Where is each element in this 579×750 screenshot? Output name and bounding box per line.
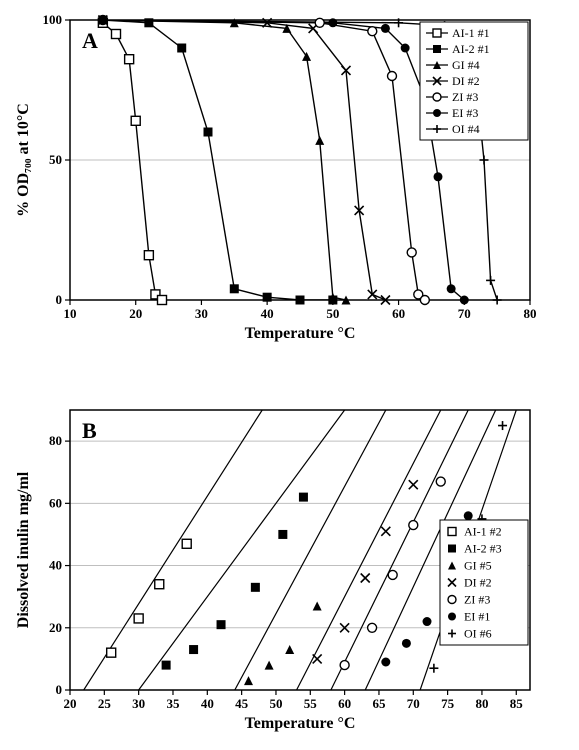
svg-text:DI #2: DI #2 — [464, 576, 492, 590]
svg-text:80: 80 — [475, 696, 488, 711]
svg-text:30: 30 — [132, 696, 145, 711]
svg-text:55: 55 — [304, 696, 318, 711]
svg-text:Temperature °C: Temperature °C — [245, 715, 356, 732]
panel-b-svg: 2025303540455055606570758085020406080Tem… — [0, 0, 579, 750]
svg-text:70: 70 — [407, 696, 420, 711]
svg-text:85: 85 — [510, 696, 524, 711]
svg-text:40: 40 — [49, 558, 62, 573]
svg-text:50: 50 — [269, 696, 282, 711]
svg-text:20: 20 — [49, 620, 62, 635]
svg-text:0: 0 — [56, 682, 63, 697]
svg-text:20: 20 — [64, 696, 77, 711]
svg-text:Dissolved inulin mg/ml: Dissolved inulin mg/ml — [15, 471, 32, 628]
svg-text:GI #5: GI #5 — [464, 559, 492, 573]
svg-text:AI-2 #3: AI-2 #3 — [464, 542, 502, 556]
svg-text:B: B — [82, 418, 97, 443]
svg-text:OI #6: OI #6 — [464, 627, 492, 641]
svg-text:80: 80 — [49, 433, 62, 448]
svg-text:AI-1 #2: AI-1 #2 — [464, 525, 502, 539]
svg-text:35: 35 — [166, 696, 180, 711]
svg-text:40: 40 — [201, 696, 214, 711]
svg-text:60: 60 — [338, 696, 351, 711]
svg-text:45: 45 — [235, 696, 249, 711]
svg-text:65: 65 — [372, 696, 386, 711]
svg-text:25: 25 — [98, 696, 112, 711]
svg-text:60: 60 — [49, 495, 62, 510]
svg-text:EI #1: EI #1 — [464, 610, 490, 624]
svg-text:75: 75 — [441, 696, 455, 711]
svg-text:ZI #3: ZI #3 — [464, 593, 490, 607]
figure: 1020304050607080050100Temperature °C% OD… — [0, 0, 579, 750]
